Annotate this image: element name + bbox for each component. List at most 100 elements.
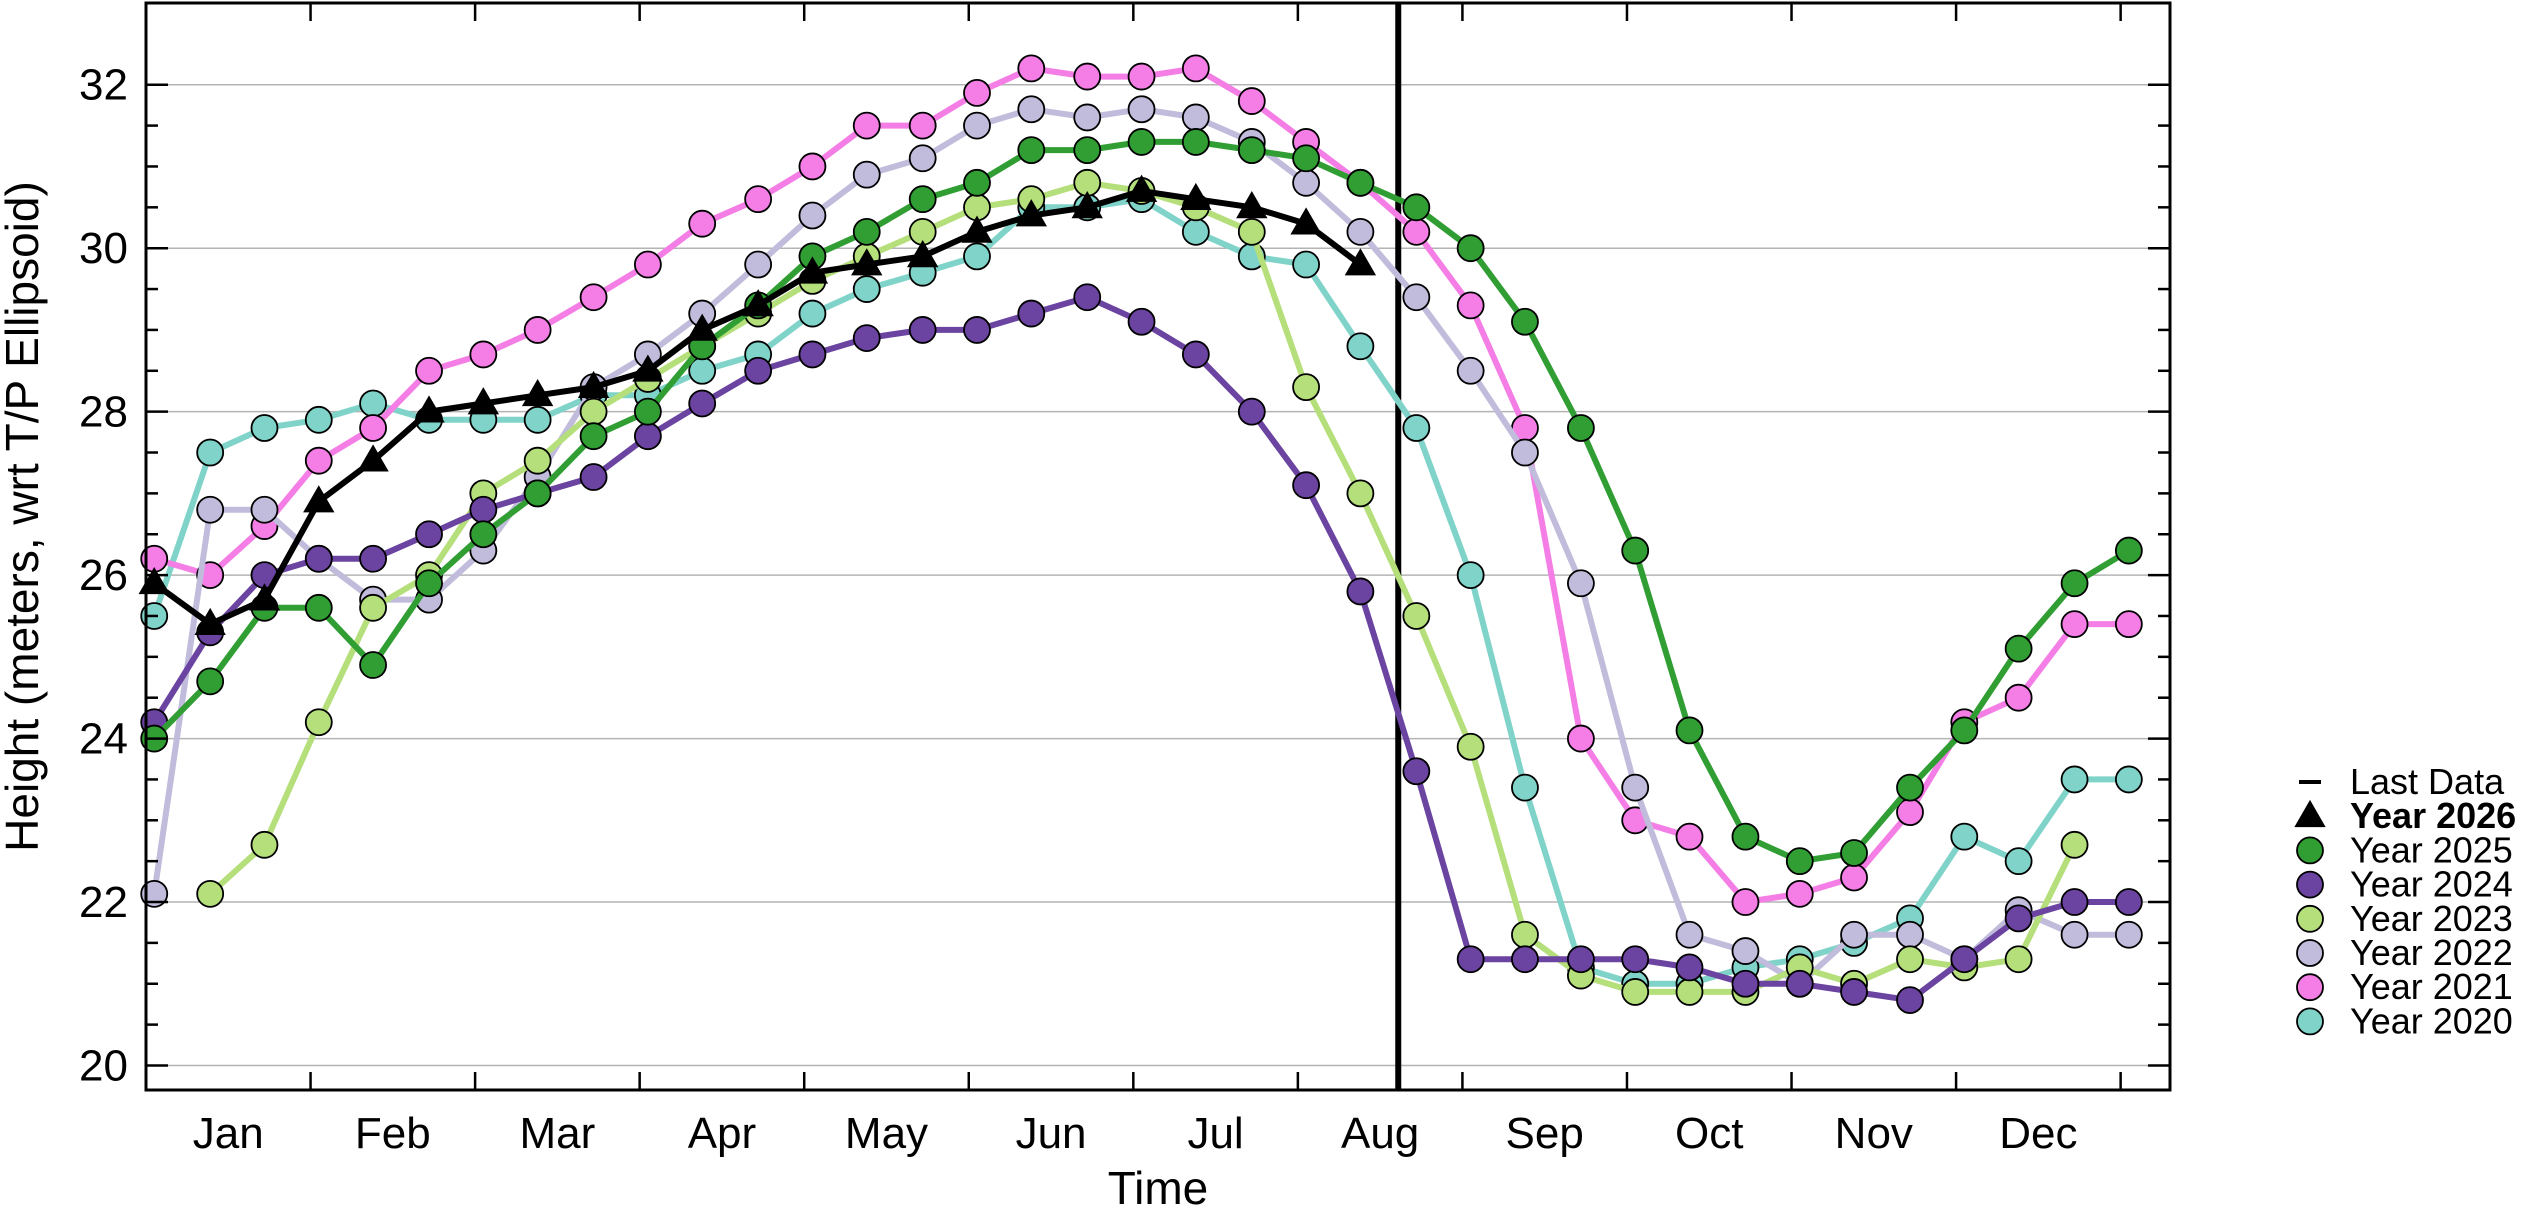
point-year-2021	[798, 152, 827, 181]
point-year-2022	[1292, 168, 1320, 197]
point-year-2021	[1456, 291, 1485, 320]
point-year-2023	[1511, 920, 1539, 949]
legend-swatch	[2296, 939, 2324, 967]
point-year-2022	[1181, 103, 1210, 132]
point-year-2021	[908, 111, 937, 140]
y-tick-label: 24	[79, 715, 128, 764]
point-year-2023	[1621, 978, 1650, 1006]
series-year-2022	[140, 95, 2143, 998]
legend-label: Year 2022	[2350, 932, 2513, 973]
point-year-2023	[1456, 732, 1485, 761]
point-year-2024	[1840, 978, 1868, 1006]
point-year-2023	[2004, 945, 2033, 974]
legend-label: Last Data	[2350, 761, 2505, 802]
point-year-2025	[1456, 234, 1485, 263]
y-tick-label: 26	[79, 551, 128, 600]
point-year-2022	[852, 160, 881, 189]
point-year-2024	[1950, 945, 1979, 974]
point-year-2022	[196, 495, 225, 524]
point-year-2022	[908, 144, 937, 173]
legend-swatch	[2296, 973, 2324, 1002]
point-year-2021	[1402, 217, 1431, 246]
point-year-2025	[1346, 168, 1375, 197]
point-year-2025	[469, 520, 498, 549]
point-year-2021	[2004, 683, 2033, 712]
point-year-2021	[1840, 863, 1868, 892]
plot-frame	[144, 1, 2172, 1092]
point-year-2025	[1950, 716, 1979, 745]
point-year-2025	[1017, 136, 1046, 165]
point-year-2025	[196, 667, 225, 696]
plot-border	[144, 1, 2172, 1092]
point-year-2022	[2060, 920, 2089, 949]
x-tick-label-feb: Feb	[355, 1109, 431, 1158]
point-year-2022	[1402, 283, 1431, 312]
point-year-2021	[1127, 62, 1156, 91]
point-year-2024	[963, 316, 991, 344]
point-year-2024	[2004, 904, 2033, 933]
series-year-2023	[196, 168, 2089, 1006]
x-tick-label-apr: Apr	[688, 1109, 756, 1158]
point-year-2022	[744, 250, 773, 279]
y-tick-label: 22	[79, 878, 128, 927]
point-year-2023	[579, 397, 608, 426]
legend-item: Year 2021	[2296, 966, 2513, 1007]
legend-swatch	[2296, 1007, 2324, 1036]
point-year-2026	[303, 485, 335, 513]
x-tick-label-nov: Nov	[1835, 1109, 1913, 1158]
point-year-2020	[1456, 561, 1485, 590]
y-tick-label: 20	[79, 1041, 128, 1090]
point-year-2024	[469, 495, 498, 524]
point-year-2025	[1127, 128, 1156, 156]
point-year-2021	[688, 209, 717, 238]
point-year-2025	[2060, 569, 2089, 598]
point-year-2023	[1402, 602, 1431, 630]
point-year-2024	[1181, 340, 1210, 369]
legend-swatch	[2296, 870, 2324, 899]
point-year-2023	[2060, 830, 2089, 859]
point-year-2025	[1785, 847, 1814, 876]
series-year-2021	[140, 54, 2143, 916]
point-year-2020	[1402, 414, 1431, 442]
point-year-2026	[357, 444, 389, 472]
point-year-2026	[851, 248, 883, 276]
point-year-2025	[1896, 773, 1924, 802]
point-year-2021	[1017, 54, 1046, 83]
point-year-2024	[908, 316, 937, 344]
point-year-2022	[1567, 569, 1595, 598]
point-year-2024	[852, 324, 881, 352]
point-year-2020	[304, 405, 333, 434]
axis-ticks: 20 22 24 26 28 30 32 Jan Feb Mar Apr May Jun Jul Aug Se…	[79, 3, 2170, 1158]
point-year-2024	[2060, 888, 2089, 916]
point-year-2022	[1840, 920, 1868, 949]
point-year-2025	[1675, 716, 1704, 745]
point-year-2022	[1017, 95, 1046, 124]
x-tick-label-sep: Sep	[1506, 1109, 1584, 1158]
point-year-2024	[1511, 945, 1539, 974]
point-year-2025	[2114, 536, 2143, 565]
legend-label: Year 2025	[2350, 829, 2513, 870]
point-year-2024	[579, 463, 608, 491]
point-year-2024	[1456, 945, 1485, 974]
point-year-2022	[1731, 937, 1760, 965]
point-year-2026	[632, 354, 664, 382]
point-year-2026	[467, 387, 500, 415]
point-year-2021	[2114, 610, 2143, 639]
point-year-2024	[1402, 757, 1431, 786]
point-year-2020	[1511, 773, 1539, 802]
x-tick-label-oct: Oct	[1675, 1109, 1743, 1158]
point-year-2020	[250, 414, 279, 442]
legend-item: Year 2026	[2294, 795, 2516, 836]
point-year-2025	[1237, 136, 1266, 165]
point-year-2025	[1292, 144, 1320, 173]
point-year-2023	[1237, 217, 1266, 246]
point-year-2025	[1181, 128, 1210, 156]
point-year-2021	[359, 414, 387, 442]
point-year-2025	[2004, 634, 2033, 663]
point-year-2026	[521, 378, 554, 407]
axis-labels: Time Height (meters, wrt T/P Ellipsoid)	[0, 181, 1208, 1207]
point-year-2021	[744, 185, 773, 214]
point-year-2021	[1181, 54, 1210, 83]
point-year-2025	[1073, 136, 1102, 165]
